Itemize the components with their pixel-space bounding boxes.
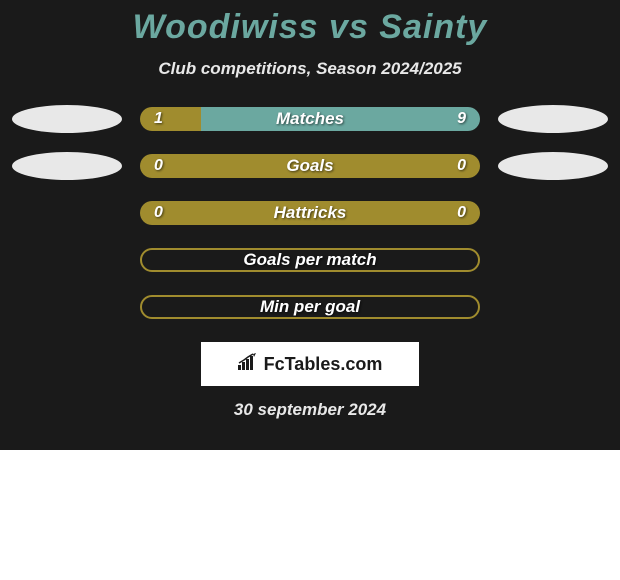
- avatar-spacer: [12, 293, 122, 321]
- stat-bar: 1 Matches 9: [140, 107, 480, 131]
- page-title: Woodiwiss vs Sainty: [0, 8, 620, 47]
- logo-text: FcTables.com: [238, 353, 383, 376]
- stat-bar: Min per goal: [140, 295, 480, 319]
- stat-bar: 0 Hattricks 0: [140, 201, 480, 225]
- logo-label: FcTables.com: [264, 354, 383, 375]
- lower-blank: [0, 450, 620, 580]
- chart-icon: [238, 353, 260, 376]
- stat-value-right: 9: [457, 110, 466, 128]
- stat-value-right: 0: [457, 204, 466, 222]
- stat-label: Min per goal: [260, 297, 360, 317]
- stat-label: Hattricks: [274, 203, 347, 223]
- stat-row: Min per goal: [0, 295, 620, 319]
- logo-box[interactable]: FcTables.com: [201, 342, 419, 386]
- stat-label: Goals per match: [243, 250, 376, 270]
- stat-row: 0 Hattricks 0: [0, 201, 620, 225]
- player-avatar-right: [498, 105, 608, 133]
- bar-segment-left: [140, 107, 201, 131]
- stat-row: 1 Matches 9: [0, 107, 620, 131]
- avatar-spacer: [498, 246, 608, 274]
- avatar-spacer: [498, 199, 608, 227]
- stat-value-right: 0: [457, 157, 466, 175]
- player-avatar-right: [498, 152, 608, 180]
- comparison-widget: Woodiwiss vs Sainty Club competitions, S…: [0, 0, 620, 450]
- stat-label: Goals: [286, 156, 333, 176]
- stat-row: Goals per match: [0, 248, 620, 272]
- player-avatar-left: [12, 105, 122, 133]
- stat-value-left: 1: [154, 110, 163, 128]
- player-avatar-left: [12, 152, 122, 180]
- avatar-spacer: [498, 293, 608, 321]
- stats-rows: 1 Matches 9 0 Goals 0 0 Hattricks 0 Goals per mat…: [0, 107, 620, 319]
- stat-row: 0 Goals 0: [0, 154, 620, 178]
- avatar-spacer: [12, 199, 122, 227]
- date-label: 30 september 2024: [0, 400, 620, 420]
- avatar-spacer: [12, 246, 122, 274]
- stat-bar: Goals per match: [140, 248, 480, 272]
- stat-value-left: 0: [154, 204, 163, 222]
- stat-bar: 0 Goals 0: [140, 154, 480, 178]
- stat-label: Matches: [276, 109, 344, 129]
- subtitle: Club competitions, Season 2024/2025: [0, 59, 620, 79]
- stat-value-left: 0: [154, 157, 163, 175]
